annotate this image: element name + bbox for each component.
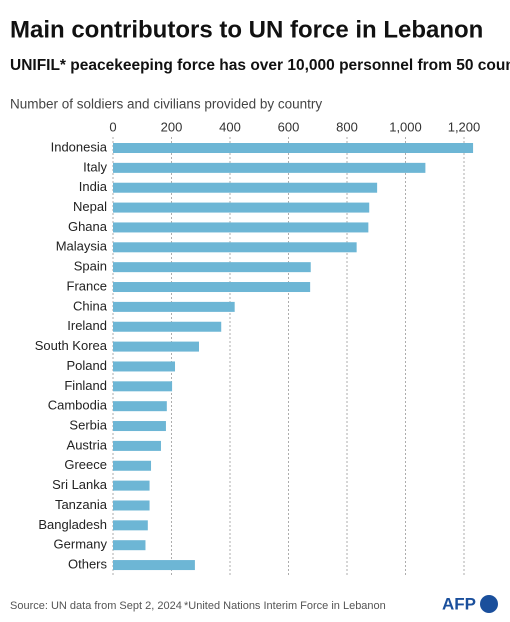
y-tick-label: Bangladesh [38,517,107,532]
y-tick-label: Greece [64,457,107,472]
bar [113,361,176,372]
bar [113,460,152,471]
bar [113,520,148,531]
bar [113,560,195,571]
footnote: *United Nations Interim Force in Lebanon [184,600,386,612]
y-tick-label: Malaysia [56,239,108,254]
y-tick-label: Tanzania [55,497,108,512]
bar [113,202,370,213]
y-tick-label: South Korea [35,338,108,353]
bar [113,282,311,293]
bar [113,401,167,412]
y-tick-label: China [73,298,108,313]
x-tick-label: 0 [109,119,116,134]
bar [113,540,146,551]
y-tick-label: Germany [54,537,108,552]
y-tick-label: Spain [74,259,107,274]
y-tick-label: Serbia [69,417,107,432]
bar [113,341,199,352]
x-tick-label: 200 [161,119,183,134]
bar [113,222,369,233]
bar [113,162,426,173]
source: Source: UN data from Sept 2, 2024 [10,600,182,612]
axis-label: Number of soldiers and civilians provide… [10,97,322,112]
y-tick-label: France [67,278,107,293]
bar [113,242,357,253]
bar [113,301,235,312]
y-tick-label: Poland [67,358,107,373]
y-tick-label: Nepal [73,199,107,214]
y-tick-label: Ghana [68,219,108,234]
x-tick-label: 400 [219,119,241,134]
y-tick-label: Finland [64,378,107,393]
bar [113,500,150,511]
y-tick-label: Italy [83,159,107,174]
x-tick-label: 1,200 [448,119,481,134]
x-tick-label: 600 [278,119,300,134]
x-tick-label: 800 [336,119,358,134]
bar [113,143,474,153]
bar [113,440,161,451]
y-tick-label: Ireland [67,318,107,333]
bar [113,421,166,432]
chart-subtitle: UNIFIL* peacekeeping force has over 10,0… [10,57,510,74]
y-tick-label: Others [68,556,108,571]
y-tick-label: Austria [67,437,108,452]
x-tick-label: 1,000 [389,119,422,134]
bar [113,262,311,273]
chart-title: Main contributors to UN force in Lebanon [10,16,483,43]
bar [113,321,222,332]
logo: AFP [442,594,476,613]
y-tick-label: India [79,179,108,194]
y-tick-label: Cambodia [48,398,108,413]
bar [113,480,150,491]
bar [113,182,378,193]
logo-circle [480,595,498,613]
bar [113,381,173,392]
y-tick-label: Sri Lanka [52,477,108,492]
y-tick-label: Indonesia [51,139,108,154]
